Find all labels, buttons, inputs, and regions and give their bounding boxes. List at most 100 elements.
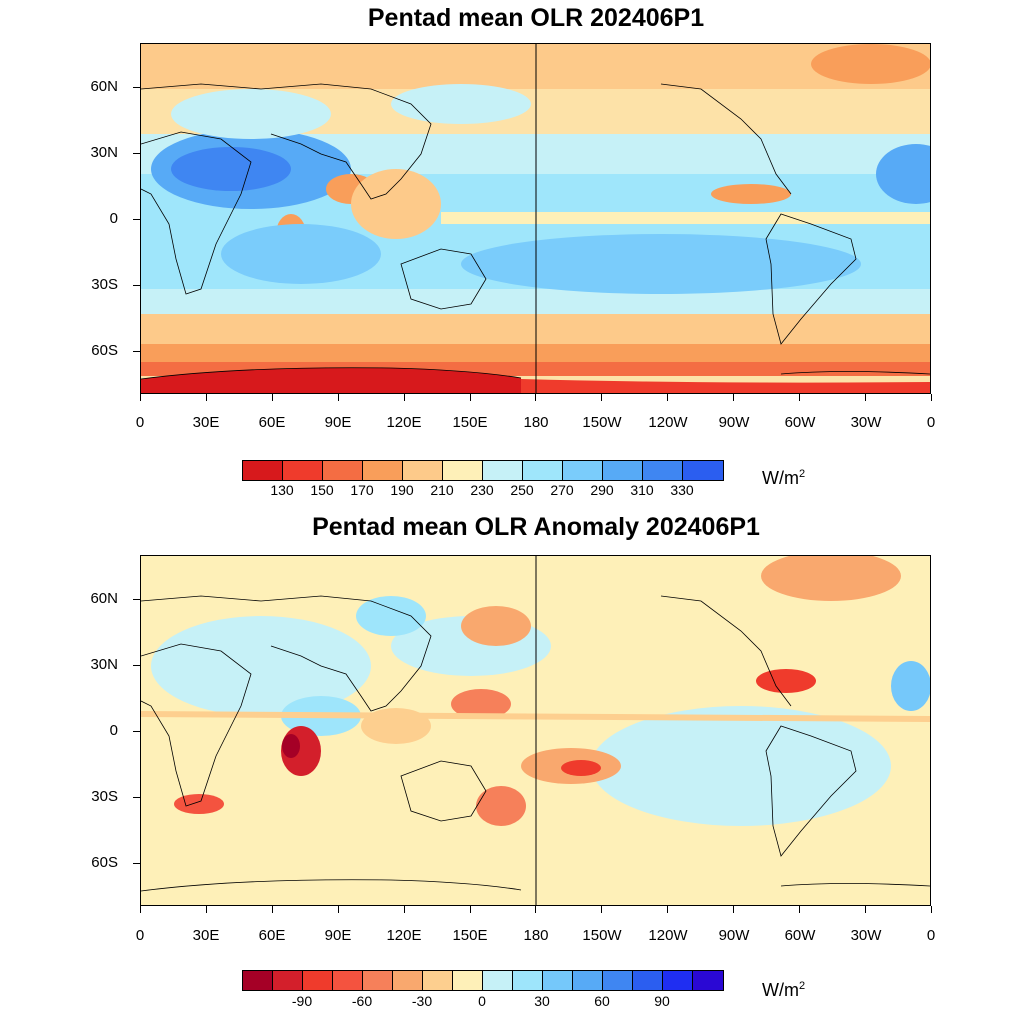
lat-tick [133,351,140,352]
lon-label: 120E [386,414,422,431]
lon-label: 150E [452,414,488,431]
colorbar-label: -30 [411,993,433,1009]
lat-tick [133,87,140,88]
lat-label: 60S [91,854,118,871]
colorbar-label: 60 [594,993,610,1009]
lon-tick [667,906,669,913]
colorbar-box [443,461,483,480]
anomaly-olr-map [140,555,931,906]
lat-label: 0 [109,722,118,739]
lat-tick [133,285,140,286]
colorbar-box [563,461,603,480]
colorbar-box [643,461,683,480]
lon-label: 90E [324,414,352,431]
lon-tick [667,394,669,401]
lon-tick [930,394,932,401]
lon-tick [469,906,471,913]
lon-tick [733,394,735,401]
lon-label: 60E [258,414,286,431]
lon-tick [864,906,866,913]
lon-label: 90E [324,927,352,944]
lat-label: 60N [90,590,118,607]
lon-label: 0 [926,414,936,431]
lon-tick [205,906,207,913]
colorbar-label: -60 [351,993,373,1009]
lon-tick [140,906,141,913]
lon-tick [799,394,800,401]
mean-map-title: Pentad mean OLR 202406P1 [367,4,705,32]
units-text: W/m [762,468,799,488]
colorbar-label: 190 [390,482,414,498]
anomaly-colorbar [242,970,724,991]
lat-tick [133,665,140,666]
lon-label: 30W [850,414,882,431]
lon-tick [271,394,273,401]
lat-label: 30N [90,656,118,673]
colorbar-box [573,971,603,990]
lat-tick [133,219,140,220]
colorbar-label: 90 [654,993,670,1009]
colorbar-label: 0 [478,993,486,1009]
colorbar-box [363,971,393,990]
lon-label: 90W [718,414,750,431]
colorbar-box [333,971,363,990]
colorbar-box [523,461,563,480]
colorbar-box [363,461,403,480]
lon-label: 30W [850,927,882,944]
colorbar-box [453,971,483,990]
colorbar-box [603,971,633,990]
lon-label: 30E [192,927,220,944]
colorbar-box [303,971,333,990]
colorbar-label: 310 [630,482,654,498]
colorbar-label: 290 [590,482,614,498]
colorbar-box [323,461,363,480]
lat-tick [133,599,140,600]
colorbar-box [603,461,643,480]
lat-tick [133,153,140,154]
lon-label: 150W [582,927,622,944]
lon-tick [403,906,405,913]
lon-tick [930,906,932,913]
lon-tick [601,906,603,913]
lon-label: 180 [523,414,549,431]
colorbar-box [423,971,453,990]
anomaly-units-label: W/m2 [762,980,805,1001]
lon-tick [733,906,735,913]
lon-tick [535,906,537,913]
colorbar-box [283,461,323,480]
colorbar-label: -90 [291,993,313,1009]
lon-tick [469,394,471,401]
colorbar-label: 150 [310,482,334,498]
anomaly-olr-field [141,556,930,905]
units-superscript: 2 [798,980,806,992]
lon-label: 150W [582,414,622,431]
lon-label: 120W [648,414,688,431]
lon-tick [337,394,339,401]
colorbar-label: 170 [350,482,374,498]
lat-label: 30S [91,276,118,293]
lon-label: 30E [192,414,220,431]
mean-colorbar [242,460,724,481]
colorbar-label: 130 [270,482,294,498]
colorbar-box [633,971,663,990]
lat-label: 60S [91,342,118,359]
colorbar-box [273,971,303,990]
lon-tick [601,394,603,401]
colorbar-box [483,971,513,990]
colorbar-box [393,971,423,990]
lon-tick [140,394,141,401]
mean-olr-field [141,44,930,393]
lon-tick [535,394,537,401]
lon-label: 150E [452,927,488,944]
units-text: W/m [762,980,799,1000]
lon-label: 90W [718,927,750,944]
lat-tick [133,731,140,732]
lon-tick [205,394,207,401]
lon-label: 0 [926,927,936,944]
colorbar-box [243,971,273,990]
colorbar-box [513,971,543,990]
colorbar-label: 210 [430,482,454,498]
lat-label: 30N [90,144,118,161]
lat-tick [133,863,140,864]
colorbar-box [543,971,573,990]
